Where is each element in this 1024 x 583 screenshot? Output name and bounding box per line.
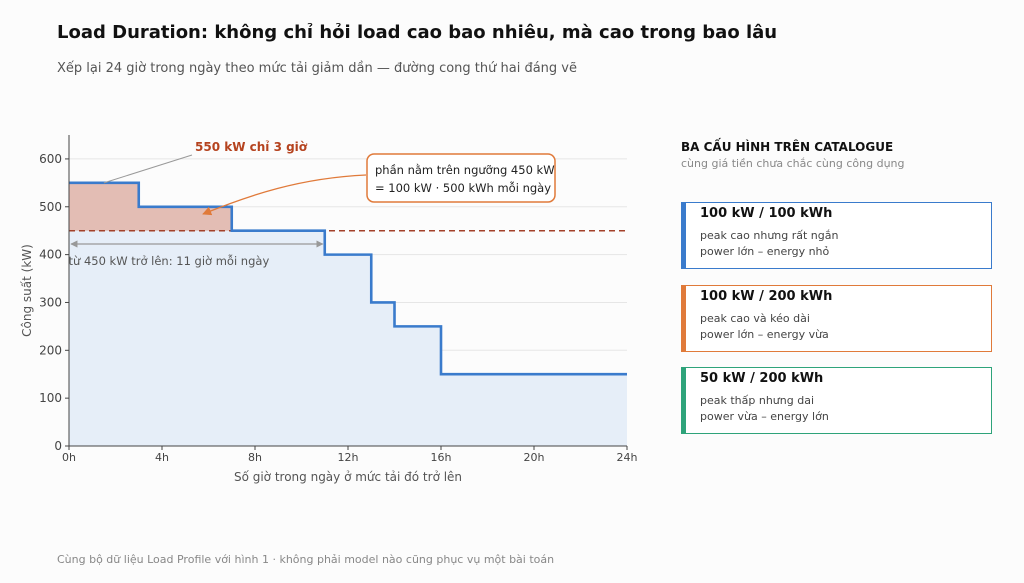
panel-title: BA CẤU HÌNH TRÊN CATALOGUE [681, 140, 894, 154]
config-card-100kw-100kwh: 100 kW / 100 kWh peak cao nhưng rất ngắn… [681, 202, 992, 269]
page-subtitle: Xếp lại 24 giờ trong ngày theo mức tải g… [57, 61, 577, 76]
x-tick-label: 24h [617, 451, 638, 464]
y-tick-label: 0 [54, 439, 62, 453]
callout-line-2: = 100 kW · 500 kWh mỗi ngày [375, 181, 551, 195]
panel-subtitle: cùng giá tiền chưa chắc cùng công dụng [681, 157, 905, 170]
callout-line-1: phần nằm trên ngưỡng 450 kW [375, 163, 555, 177]
page-title: Load Duration: không chỉ hỏi load cao ba… [57, 22, 778, 43]
config-card-100kw-200kwh: 100 kW / 200 kWh peak cao và kéo dài pow… [681, 285, 992, 352]
config-card-line-1: peak cao nhưng rất ngắn [700, 229, 839, 242]
y-tick-label: 500 [39, 200, 62, 214]
config-card-line-1: peak thấp nhưng dai [700, 394, 815, 407]
config-card-line-2: power vừa – energy lớn [700, 410, 829, 423]
series-line [69, 181, 627, 376]
config-card-line-2: power lớn – energy vừa [700, 328, 829, 341]
config-card-title: 100 kW / 200 kWh [700, 289, 833, 304]
y-axis-label: Công suất (kW) [20, 244, 34, 337]
x-tick-label: 12h [338, 451, 359, 464]
callout-arrow [202, 174, 367, 216]
config-card-title: 50 kW / 200 kWh [700, 371, 824, 386]
x-tick-label: 0h [62, 451, 76, 464]
excess-above-threshold-fill [69, 182, 627, 231]
config-card-line-1: peak cao và kéo dài [700, 312, 810, 325]
y-tick-label: 100 [39, 391, 62, 405]
peak-label-leader [103, 154, 193, 184]
x-tick-label: 16h [431, 451, 452, 464]
x-tick-label: 8h [248, 451, 262, 464]
footer-note: Cùng bộ dữ liệu Load Profile với hình 1 … [57, 553, 555, 566]
x-tick-label: 4h [155, 451, 169, 464]
x-tick-label: 20h [524, 451, 545, 464]
callout-box [366, 153, 556, 203]
x-axis-label: Số giờ trong ngày ở mức tải đó trở lên [234, 470, 462, 484]
peak-label: 550 kW chỉ 3 giờ [195, 140, 308, 154]
series-area-fill [69, 182, 627, 446]
y-tick-label: 300 [39, 295, 62, 309]
config-card-50kw-200kwh: 50 kW / 200 kWh peak thấp nhưng dai powe… [681, 367, 992, 434]
y-tick-label: 400 [39, 248, 62, 262]
config-card-line-2: power lớn – energy nhỏ [700, 245, 830, 258]
y-tick-label: 200 [39, 343, 62, 357]
y-tick-label: 600 [39, 152, 62, 166]
config-card-title: 100 kW / 100 kWh [700, 206, 833, 221]
duration-label: từ 450 kW trở lên: 11 giờ mỗi ngày [68, 254, 269, 268]
